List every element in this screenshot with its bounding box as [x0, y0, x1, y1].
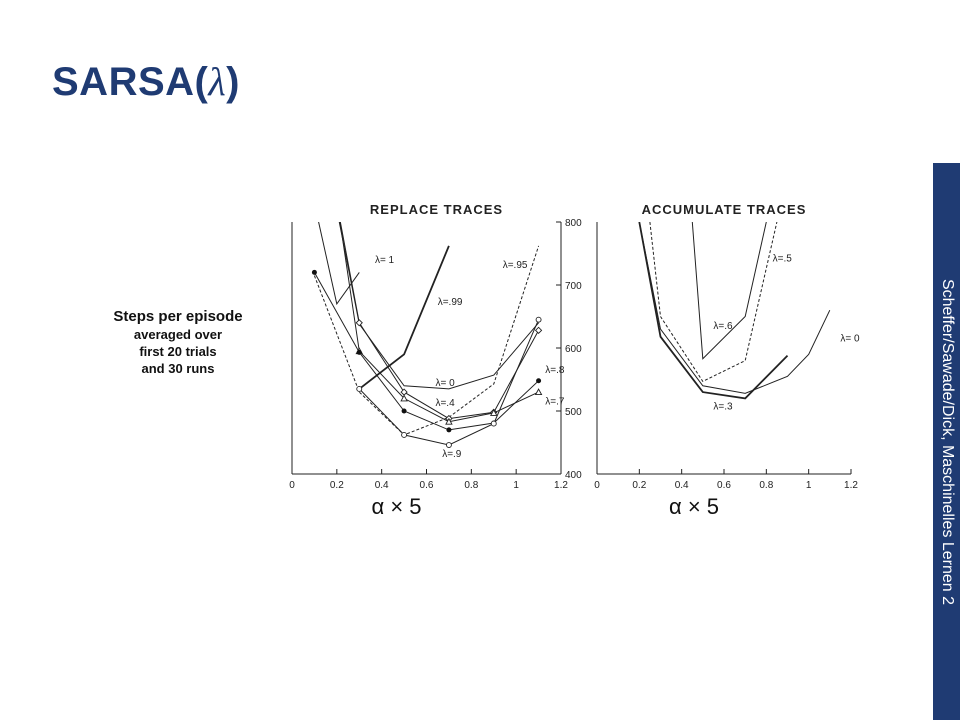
chart-0-y-tick-label-400: 400	[565, 470, 582, 481]
chart-0-series-4-4-point-2	[400, 388, 408, 396]
chart-1-x-tick-label-0-8: 0.8	[759, 480, 773, 491]
chart-0-y-label-line-1: first 20 trials	[139, 344, 216, 359]
chart-0-y-label: Steps per episode	[113, 308, 242, 325]
chart-0-series-7-5-line	[339, 222, 539, 423]
chart-1-x-tick-label-0-6: 0.6	[717, 480, 731, 491]
chart-0-series-7-5-point-2	[400, 394, 408, 402]
chart-0-x-label: α × 5	[371, 494, 421, 519]
chart-1-x-tick-label-0-4: 0.4	[675, 480, 689, 491]
chart-0-series-label-4: λ=.4	[435, 398, 455, 409]
chart-0-series-label-0: λ= 1	[375, 255, 395, 266]
chart-0-series-label-3: λ= 0	[435, 378, 455, 389]
chart-0-series-7-5-point-4	[489, 408, 498, 416]
chart-0-series-label-5: λ=.9	[442, 449, 462, 460]
chart-0-series-9-7-point-2	[445, 442, 452, 448]
chart-0-series-7-5-point-3	[445, 417, 453, 425]
chart-0-series-4-4-point-5	[534, 326, 543, 334]
chart-1-x-tick-label-1-2: 1.2	[844, 480, 858, 491]
chart-0-series-9-7-point-0	[356, 385, 363, 392]
chart-0-y-label-line-0: averaged over	[134, 327, 222, 342]
chart-0-series-4-4-line	[339, 222, 540, 420]
chart-1-title: ACCUMULATE TRACES	[642, 202, 807, 217]
chart-0-series-9-7-point-3	[490, 420, 497, 427]
chart-0-series-7-5-point-5	[534, 388, 543, 396]
chart-0-x-tick-label-0-2: 0.2	[330, 480, 344, 491]
chart-0-series-label-7: λ=.7	[545, 397, 565, 408]
chart-1-series-5-2-line	[649, 222, 778, 383]
sidebar-band: Scheffer/Sawade/Dick, Maschinelles Lerne…	[933, 163, 960, 720]
chart-0-title: REPLACE TRACES	[370, 202, 503, 217]
chart-1-series-label-1: λ=.5	[773, 254, 793, 265]
chart-0-series-8-6-point-0	[311, 269, 317, 275]
chart-0-series-95-2-line	[313, 245, 540, 436]
chart-0-x-tick-label-1: 1	[513, 480, 519, 491]
chart-0-y-tick-label-800: 800	[565, 218, 582, 229]
chart-0-series-label-2: λ=.95	[503, 260, 528, 271]
chart-0-x-tick-label-0-6: 0.6	[420, 480, 434, 491]
chart-0-y-tick-label-500: 500	[565, 407, 582, 418]
slide-title-prefix: SARSA(	[52, 60, 209, 104]
slide-title: SARSA(λ)	[52, 58, 240, 105]
chart-0-x-tick-label-0: 0	[289, 480, 295, 491]
chart-1-series-0-0-line	[638, 222, 831, 394]
chart-0-y-tick-label-700: 700	[565, 281, 582, 292]
chart-1-series-label-2: λ= 0	[840, 334, 860, 345]
chart-0-series-label-1: λ=.99	[438, 297, 463, 308]
chart-0-series-8-6-point-5	[536, 378, 542, 384]
chart-1-x-tick-label-0: 0	[594, 480, 600, 491]
chart-0-series-9-7-point-1	[401, 431, 408, 438]
chart-0-x-tick-label-0-4: 0.4	[375, 480, 389, 491]
slide-title-lambda: λ	[208, 59, 227, 104]
chart-0-y-tick-label-600: 600	[565, 344, 582, 355]
chart-0-x-tick-label-1-2: 1.2	[554, 480, 568, 491]
chart-0-series-8-6-line	[313, 272, 539, 431]
chart-0-series-8-6-point-3	[446, 427, 452, 433]
chart-0-series-99-1-line	[358, 245, 450, 390]
chart-1-x-label: α × 5	[669, 494, 719, 519]
figure-panel: REPLACE TRACES 0 0.2 0.4 0.6 0.8 1 1.2 400 500 600…	[110, 196, 866, 520]
chart-1-x-tick-label-0-2: 0.2	[632, 480, 646, 491]
chart-0-y-label-line-2: and 30 runs	[142, 361, 215, 376]
slide-title-suffix: )	[226, 60, 240, 104]
chart-0-series-8-6-point-1	[356, 349, 362, 355]
chart-1-series-label-0: λ=.6	[713, 321, 733, 332]
chart-0-series-8-6-point-2	[401, 408, 407, 414]
sidebar-credit: Scheffer/Sawade/Dick, Maschinelles Lerne…	[938, 278, 956, 605]
chart-0-series-9-7-point-4	[535, 316, 542, 323]
chart-1-series-6-3-line	[691, 222, 767, 360]
chart-1-x-tick-label-1: 1	[806, 480, 812, 491]
chart-0-x-tick-label-0-8: 0.8	[464, 480, 478, 491]
chart-1-series-3-1-line	[638, 222, 789, 400]
chart-0-series-label-6: λ=.8	[545, 365, 565, 376]
chart-1-series-label-3: λ=.3	[713, 402, 733, 413]
chart-0-series-4-4-point-1	[355, 319, 363, 327]
